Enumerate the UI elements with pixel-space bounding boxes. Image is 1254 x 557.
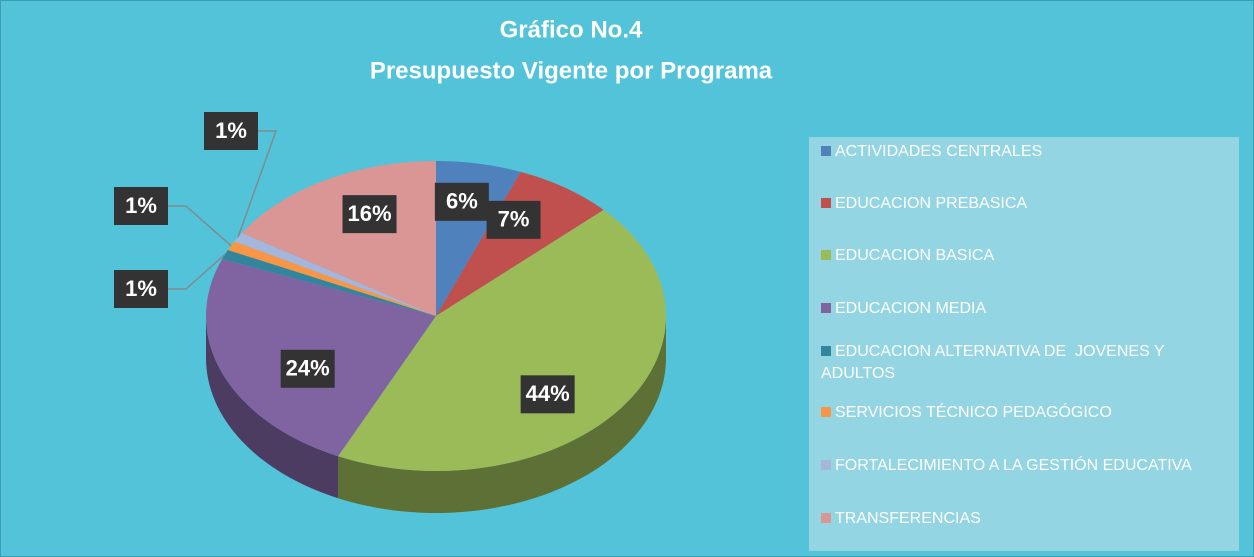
slice: [338, 209, 666, 471]
legend-entry: SERVICIOS TÉCNICO PEDAGÓGICO: [821, 402, 1201, 424]
slice: [222, 250, 436, 316]
data-label-box: [486, 200, 541, 239]
slice: [436, 171, 604, 316]
legend-label: EDUCACION ALTERNATIVA DE JOVENES Y ADULT…: [821, 343, 1168, 382]
legend-label: FORTALECIMIENTO A LA GESTIÓN EDUCATIVA: [835, 457, 1192, 474]
chart-subtitle: Presupuesto Vigente por Programa: [370, 57, 773, 84]
data-label-box: [520, 375, 575, 414]
legend: ACTIVIDADES CENTRALES EDUCACION PREBASICA…: [809, 137, 1239, 551]
data-label-box: [114, 270, 168, 308]
legend-swatch: [821, 146, 831, 156]
data-label-box: [342, 195, 397, 234]
slice-side: [205, 316, 339, 499]
legend-swatch: [821, 346, 831, 356]
legend-entry: TRANSFERENCIAS: [821, 508, 1201, 530]
legend-swatch: [821, 303, 831, 313]
legend-entry: EDUCACION PREBASICA: [821, 193, 1201, 215]
legend-entry: EDUCACION BASICA: [821, 245, 1201, 267]
slice: [234, 232, 436, 316]
legend-label: SERVICIOS TÉCNICO PEDAGÓGICO: [835, 404, 1112, 421]
data-label-box: [280, 349, 335, 388]
legend-label: TRANSFERENCIAS: [835, 510, 981, 527]
data-label: 7%: [498, 207, 530, 232]
chart-title: Gráfico No.4: [500, 16, 643, 43]
legend-entry: ACTIVIDADES CENTRALES: [821, 141, 1201, 163]
data-label-box: [114, 187, 168, 225]
legend-entry: EDUCACION ALTERNATIVA DE JOVENES Y ADULT…: [821, 341, 1201, 385]
legend-swatch: [821, 460, 831, 470]
data-label: 1%: [125, 276, 157, 301]
data-label: 1%: [125, 193, 157, 218]
slice-side: [338, 316, 666, 513]
data-label: 44%: [526, 381, 570, 406]
legend-label: EDUCACION PREBASICA: [835, 195, 1028, 212]
data-label-box: [204, 112, 258, 150]
data-label: 6%: [446, 189, 478, 214]
legend-swatch: [821, 407, 831, 417]
slice: [227, 241, 436, 316]
legend-entry: EDUCACION MEDIA: [821, 298, 1201, 320]
data-label-box: [434, 182, 489, 221]
legend-label: EDUCACION BASICA: [835, 247, 995, 264]
legend-swatch: [821, 513, 831, 523]
leader-line: [237, 130, 278, 238]
legend-label: EDUCACION MEDIA: [835, 300, 987, 317]
legend-entry: FORTALECIMIENTO A LA GESTIÓN EDUCATIVA: [821, 455, 1201, 477]
data-label: 1%: [215, 118, 247, 143]
legend-swatch: [821, 198, 831, 208]
leader-line: [167, 253, 226, 290]
legend-label: ACTIVIDADES CENTRALES: [835, 143, 1043, 160]
data-label: 24%: [286, 356, 330, 381]
data-label: 16%: [347, 201, 391, 226]
leader-line: [167, 205, 232, 247]
legend-swatch: [821, 250, 831, 260]
